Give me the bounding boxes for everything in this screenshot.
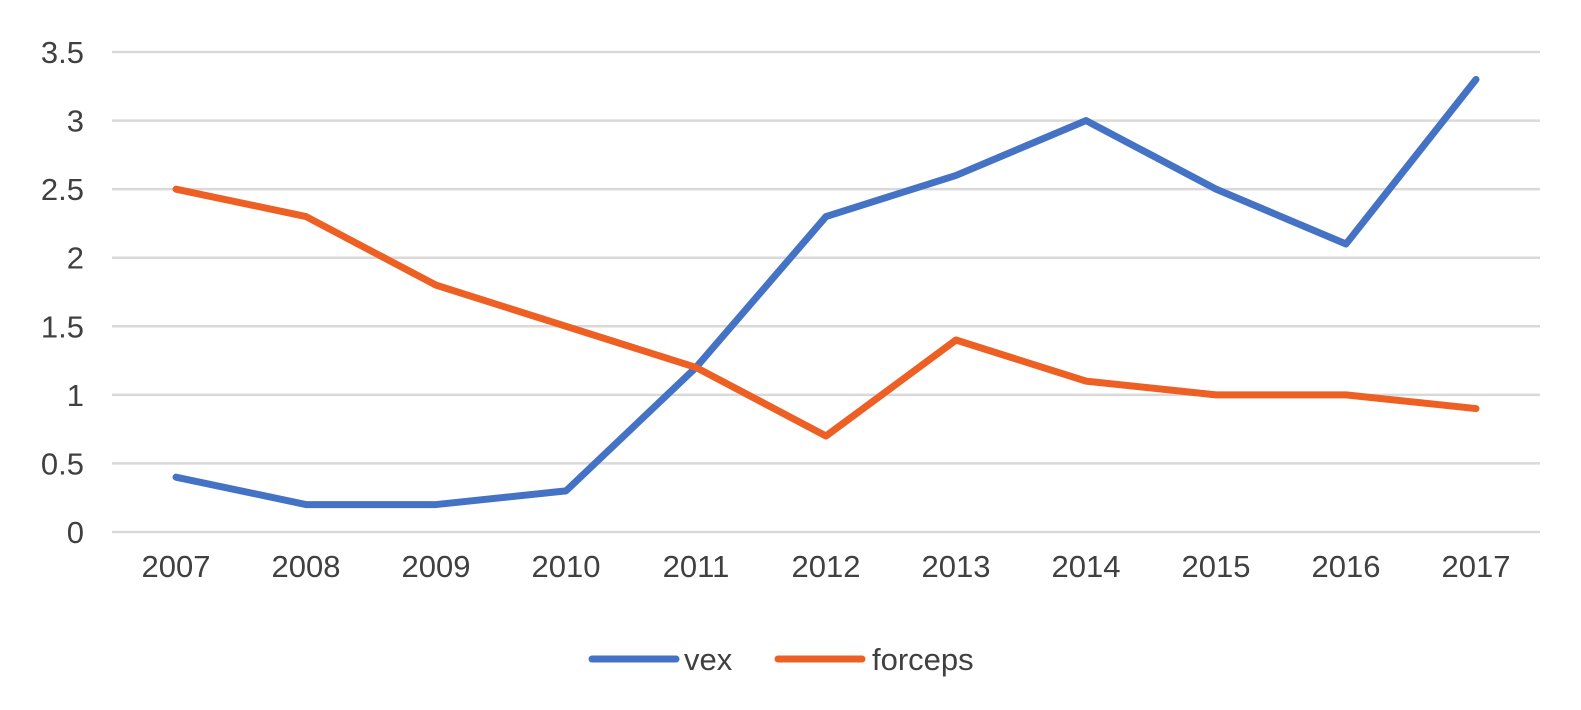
legend-item-vex: vex (588, 642, 733, 677)
y-tick-label: 3.5 (41, 35, 84, 70)
y-tick-label: 1.5 (41, 309, 84, 344)
legend: vex forceps (588, 642, 974, 677)
x-tick-label: 2017 (1442, 549, 1511, 584)
series-line-vex (172, 75, 1480, 509)
x-tick-label: 2009 (402, 549, 471, 584)
legend-item-forceps: forceps (774, 642, 974, 677)
legend-label-forceps: forceps (872, 642, 974, 677)
x-tick-label: 2007 (142, 549, 211, 584)
x-tick-label: 2010 (532, 549, 601, 584)
y-tick-label: 2.5 (41, 172, 84, 207)
y-axis-tick-labels: 0 0.5 1 1.5 2 2.5 3 3.5 (41, 35, 84, 550)
x-tick-label: 2015 (1182, 549, 1251, 584)
x-tick-label: 2013 (922, 549, 991, 584)
y-tick-label: 3 (67, 104, 84, 139)
x-tick-label: 2014 (1052, 549, 1121, 584)
y-tick-label: 2 (67, 241, 84, 276)
x-tick-label: 2012 (792, 549, 861, 584)
gridlines (112, 50, 1540, 534)
x-tick-label: 2011 (663, 549, 730, 584)
x-axis-tick-labels: 2007 2008 2009 2010 2011 2012 2013 2014 2015 2016… (142, 549, 1511, 584)
x-tick-label: 2016 (1312, 549, 1381, 584)
series-line-forceps (172, 185, 1480, 440)
y-tick-label: 1 (67, 378, 84, 413)
series-lines (172, 75, 1480, 509)
legend-label-vex: vex (684, 642, 733, 677)
y-tick-label: 0.5 (41, 446, 84, 481)
x-tick-label: 2008 (272, 549, 341, 584)
y-tick-label: 0 (67, 515, 84, 550)
